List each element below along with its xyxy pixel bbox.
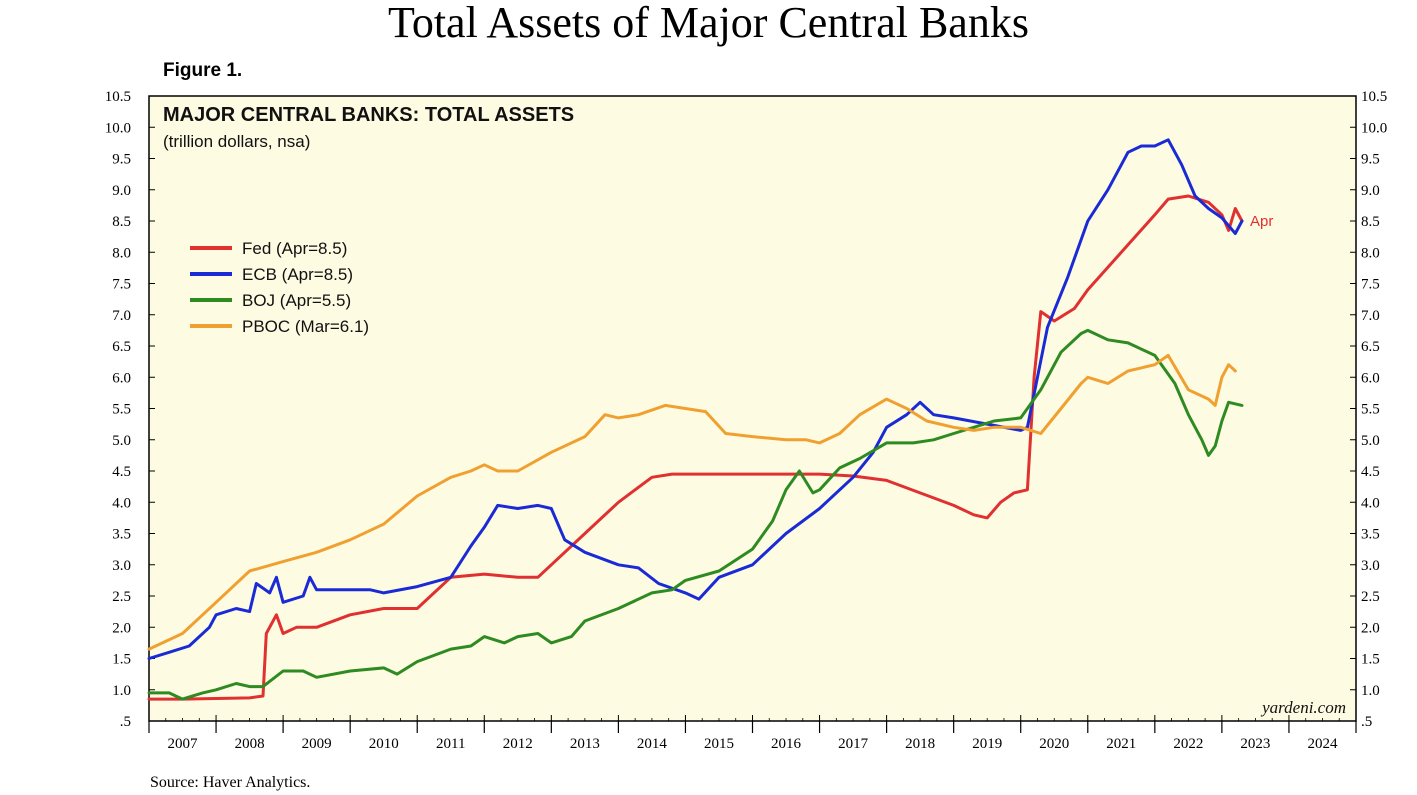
y-tick-label-right: 3.0 (1361, 558, 1380, 574)
legend-label-pboc: PBOC (Mar=6.1) (242, 317, 369, 336)
x-tick-label: 2014 (637, 736, 668, 752)
y-tick-label-left: 8.5 (112, 214, 131, 230)
series-group (147, 138, 1244, 701)
x-axis-ticks: 2007 2008 2009 2010 2011 2012 2013 2014 2015 2016… (148, 715, 1357, 752)
x-tick-label: 2010 (369, 736, 399, 752)
y-tick-label-left: 6.5 (112, 339, 131, 355)
y-tick-label-right: 2.5 (1361, 589, 1380, 605)
page-title: Total Assets of Major Central Banks (388, 0, 1029, 47)
chart-title: MAJOR CENTRAL BANKS: TOTAL ASSETS (163, 104, 574, 126)
y-tick-label-right: 7.5 (1361, 277, 1380, 293)
y-tick-label-left: .5 (120, 714, 131, 730)
y-tick-label-right: 2.0 (1361, 620, 1380, 636)
y-tick-label-left: 7.5 (112, 277, 131, 293)
legend-label-boj: BOJ (Apr=5.5) (242, 291, 351, 310)
y-tick-label-right: 9.5 (1361, 152, 1380, 168)
y-tick-label-right: 5.0 (1361, 433, 1380, 449)
y-tick-label-right: 6.0 (1361, 370, 1380, 386)
series-line-pboc (147, 353, 1237, 651)
x-tick-label: 2011 (436, 736, 465, 752)
y-tick-label-right: 3.5 (1361, 527, 1380, 543)
y-tick-label-left: 4.0 (112, 495, 131, 511)
y-tick-label-right: .5 (1361, 714, 1372, 730)
y-tick-label-left: 1.0 (112, 683, 131, 699)
y-tick-label-left: 1.5 (112, 652, 131, 668)
y-tick-label-right: 7.0 (1361, 308, 1380, 324)
y-tick-label-left: 9.0 (112, 183, 131, 199)
plot-area (148, 95, 1357, 722)
x-tick-label: 2017 (838, 736, 869, 752)
series-line-boj (147, 328, 1244, 701)
source-note: Source: Haver Analytics. (150, 774, 311, 791)
x-tick-label: 2019 (972, 736, 1002, 752)
y-tick-label-left: 3.0 (112, 558, 131, 574)
chart-subtitle: (trillion dollars, nsa) (163, 132, 310, 151)
x-tick-label: 2024 (1307, 736, 1338, 752)
watermark: yardeni.com (1260, 698, 1346, 717)
y-tick-label-left: 8.0 (112, 245, 131, 261)
y-tick-label-right: 5.5 (1361, 402, 1380, 418)
y-tick-label-right: 4.0 (1361, 495, 1380, 511)
y-tick-label-left: 6.0 (112, 370, 131, 386)
x-tick-label: 2012 (503, 736, 533, 752)
end-annotation: Apr (1250, 213, 1273, 230)
x-tick-label: 2007 (168, 736, 199, 752)
figure-label: Figure 1. (163, 60, 243, 81)
x-tick-label: 2015 (704, 736, 734, 752)
y-tick-label-right: 6.5 (1361, 339, 1380, 355)
y-tick-label-right: 10.5 (1361, 89, 1387, 105)
y-tick-label-right: 8.0 (1361, 245, 1380, 261)
legend-label-fed: Fed (Apr=8.5) (242, 239, 347, 258)
y-tick-label-left: 5.5 (112, 402, 131, 418)
y-tick-label-left: 10.0 (105, 120, 131, 136)
y-tick-label-left: 3.5 (112, 527, 131, 543)
x-tick-label: 2020 (1039, 736, 1069, 752)
y-tick-label-left: 9.5 (112, 152, 131, 168)
y-tick-label-right: 4.5 (1361, 464, 1380, 480)
y-tick-label-left: 2.5 (112, 589, 131, 605)
x-tick-label: 2008 (235, 736, 265, 752)
y-tick-label-left: 10.5 (105, 89, 131, 105)
y-tick-label-left: 2.0 (112, 620, 131, 636)
x-tick-label: 2009 (302, 736, 332, 752)
y-tick-label-right: 8.5 (1361, 214, 1380, 230)
y-tick-label-left: 7.0 (112, 308, 131, 324)
y-tick-label-left: 4.5 (112, 464, 131, 480)
y-tick-label-right: 9.0 (1361, 183, 1380, 199)
x-tick-label: 2016 (771, 736, 802, 752)
legend-label-ecb: ECB (Apr=8.5) (242, 265, 353, 284)
x-tick-label: 2018 (905, 736, 935, 752)
x-tick-label: 2022 (1173, 736, 1203, 752)
x-tick-label: 2013 (570, 736, 600, 752)
x-tick-label: 2023 (1240, 736, 1270, 752)
x-tick-label: 2021 (1106, 736, 1136, 752)
y-axis-ticks: .5 .5 1.0 1.0 1.5 1.5 2.0 2.0 2.5 2.5 3.0 3.0 3.5 3.5… (105, 89, 1388, 730)
y-tick-label-left: 5.0 (112, 433, 131, 449)
legend: Fed (Apr=8.5) ECB (Apr=8.5) BOJ (Apr=5.5) P… (190, 239, 369, 336)
y-tick-label-right: 10.0 (1361, 120, 1387, 136)
y-tick-label-right: 1.5 (1361, 652, 1380, 668)
y-tick-label-right: 1.0 (1361, 683, 1380, 699)
series-line-fed (147, 194, 1244, 701)
